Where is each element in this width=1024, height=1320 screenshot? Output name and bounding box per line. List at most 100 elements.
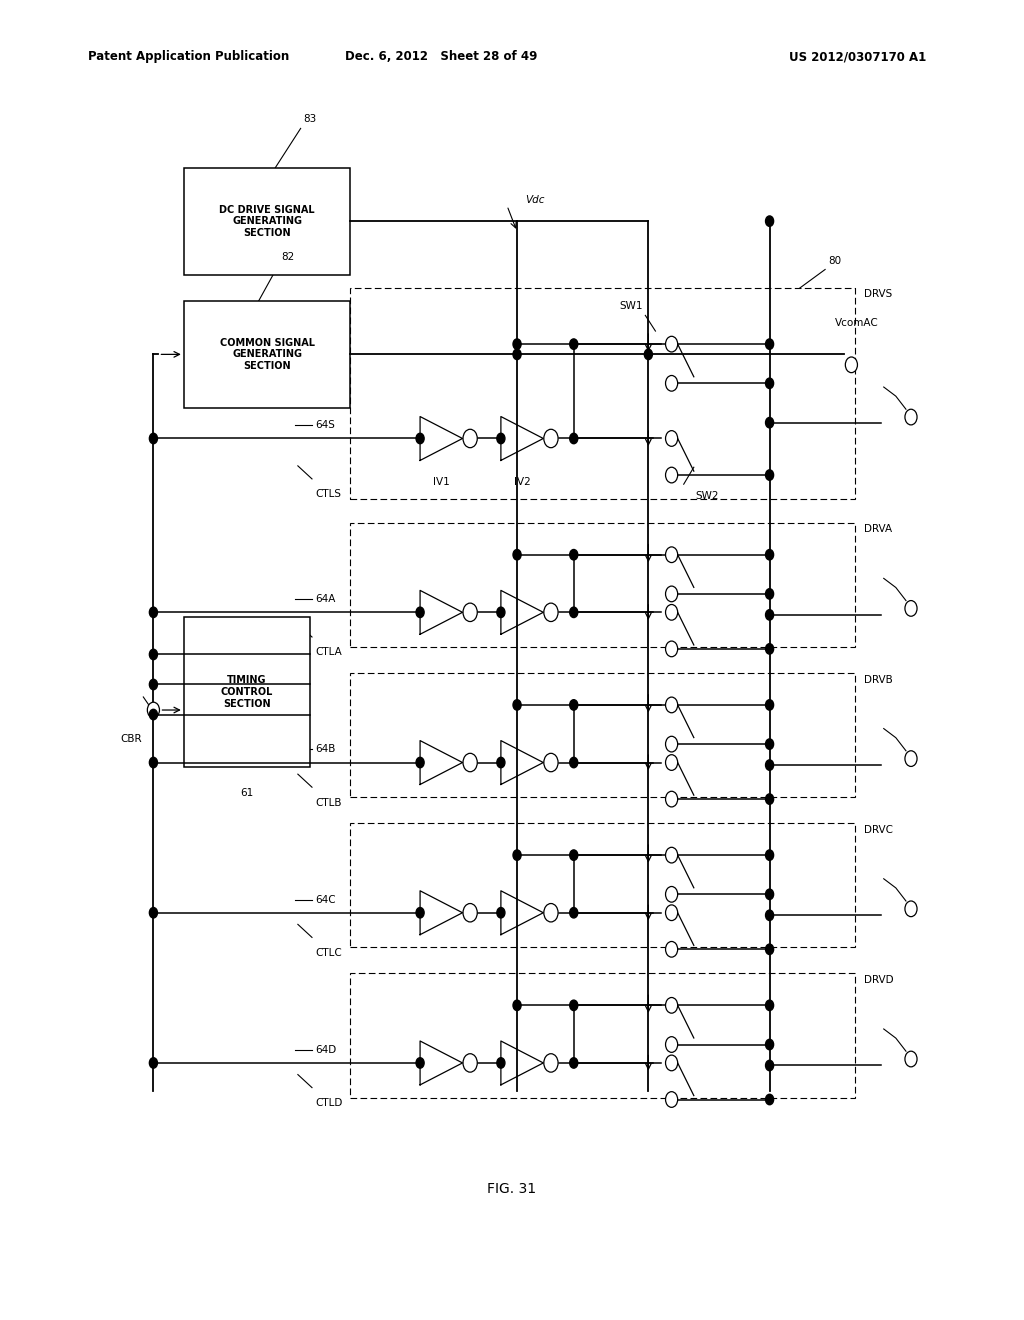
Text: DRVB: DRVB — [863, 675, 892, 685]
Circle shape — [150, 649, 158, 660]
Circle shape — [150, 908, 158, 917]
Circle shape — [497, 607, 505, 618]
Circle shape — [569, 908, 578, 917]
Circle shape — [150, 607, 158, 618]
Circle shape — [766, 793, 773, 804]
Circle shape — [513, 1001, 521, 1011]
Text: 61: 61 — [241, 788, 254, 799]
Circle shape — [766, 760, 773, 771]
Circle shape — [569, 1057, 578, 1068]
Text: SW2: SW2 — [696, 491, 719, 500]
Circle shape — [416, 1057, 424, 1068]
FancyBboxPatch shape — [183, 168, 350, 275]
Circle shape — [666, 337, 678, 352]
Text: CTLB: CTLB — [315, 797, 342, 808]
Circle shape — [463, 903, 477, 921]
Circle shape — [905, 902, 918, 916]
FancyBboxPatch shape — [350, 973, 855, 1097]
Text: VcomAC: VcomAC — [836, 318, 879, 329]
Circle shape — [513, 350, 521, 359]
Text: CTLD: CTLD — [315, 1098, 342, 1107]
Circle shape — [569, 700, 578, 710]
Circle shape — [846, 356, 857, 372]
Circle shape — [766, 378, 773, 388]
Circle shape — [513, 700, 521, 710]
Circle shape — [513, 339, 521, 350]
Circle shape — [666, 755, 678, 771]
Circle shape — [905, 1051, 918, 1067]
Circle shape — [544, 603, 558, 622]
Circle shape — [766, 1094, 773, 1105]
Circle shape — [766, 417, 773, 428]
Circle shape — [147, 702, 160, 718]
Text: IV1: IV1 — [433, 478, 450, 487]
Circle shape — [463, 1053, 477, 1072]
Text: COMMON SIGNAL
GENERATING
SECTION: COMMON SIGNAL GENERATING SECTION — [219, 338, 314, 371]
Circle shape — [905, 751, 918, 767]
Circle shape — [766, 850, 773, 861]
Text: DRVD: DRVD — [863, 975, 893, 985]
Circle shape — [766, 549, 773, 560]
FancyBboxPatch shape — [350, 824, 855, 948]
Circle shape — [666, 998, 678, 1014]
Circle shape — [666, 1036, 678, 1052]
Circle shape — [666, 642, 678, 657]
FancyBboxPatch shape — [350, 673, 855, 797]
Circle shape — [766, 610, 773, 620]
Text: DRVC: DRVC — [863, 825, 893, 834]
Circle shape — [766, 216, 773, 226]
Circle shape — [766, 944, 773, 954]
Circle shape — [766, 589, 773, 599]
Circle shape — [416, 433, 424, 444]
Circle shape — [544, 754, 558, 772]
Circle shape — [666, 791, 678, 807]
Circle shape — [150, 1057, 158, 1068]
Circle shape — [666, 375, 678, 391]
Circle shape — [513, 549, 521, 560]
Circle shape — [644, 350, 652, 359]
Text: Vdc: Vdc — [525, 195, 545, 206]
Circle shape — [569, 1001, 578, 1011]
Text: 64A: 64A — [315, 594, 336, 605]
Circle shape — [569, 339, 578, 350]
Circle shape — [569, 850, 578, 861]
Circle shape — [463, 429, 477, 447]
Text: 83: 83 — [304, 115, 316, 124]
Circle shape — [666, 586, 678, 602]
Text: SW1: SW1 — [620, 301, 643, 312]
Circle shape — [150, 433, 158, 444]
Text: DC DRIVE SIGNAL
GENERATING
SECTION: DC DRIVE SIGNAL GENERATING SECTION — [219, 205, 314, 238]
Text: Patent Application Publication: Patent Application Publication — [88, 50, 289, 63]
Text: CTLA: CTLA — [315, 648, 342, 657]
Text: DRVA: DRVA — [863, 524, 892, 535]
Text: CBR: CBR — [121, 734, 142, 743]
Text: CTLS: CTLS — [315, 490, 341, 499]
Circle shape — [766, 909, 773, 920]
Text: 80: 80 — [828, 256, 842, 265]
Circle shape — [463, 754, 477, 772]
Circle shape — [150, 709, 158, 719]
Text: Dec. 6, 2012   Sheet 28 of 49: Dec. 6, 2012 Sheet 28 of 49 — [345, 50, 538, 63]
Circle shape — [150, 680, 158, 690]
Circle shape — [497, 1057, 505, 1068]
Circle shape — [766, 470, 773, 480]
Text: DRVS: DRVS — [863, 289, 892, 300]
Text: 64C: 64C — [315, 895, 336, 904]
Circle shape — [766, 1060, 773, 1071]
Circle shape — [463, 603, 477, 622]
Circle shape — [666, 737, 678, 752]
Circle shape — [905, 601, 918, 616]
Circle shape — [497, 908, 505, 917]
Circle shape — [569, 607, 578, 618]
Circle shape — [544, 1053, 558, 1072]
Circle shape — [666, 467, 678, 483]
Circle shape — [766, 700, 773, 710]
Circle shape — [666, 847, 678, 863]
Text: CTLC: CTLC — [315, 948, 342, 958]
FancyBboxPatch shape — [350, 523, 855, 647]
Circle shape — [569, 549, 578, 560]
FancyBboxPatch shape — [183, 301, 350, 408]
Circle shape — [766, 890, 773, 899]
Circle shape — [666, 605, 678, 620]
Text: 64S: 64S — [315, 421, 335, 430]
